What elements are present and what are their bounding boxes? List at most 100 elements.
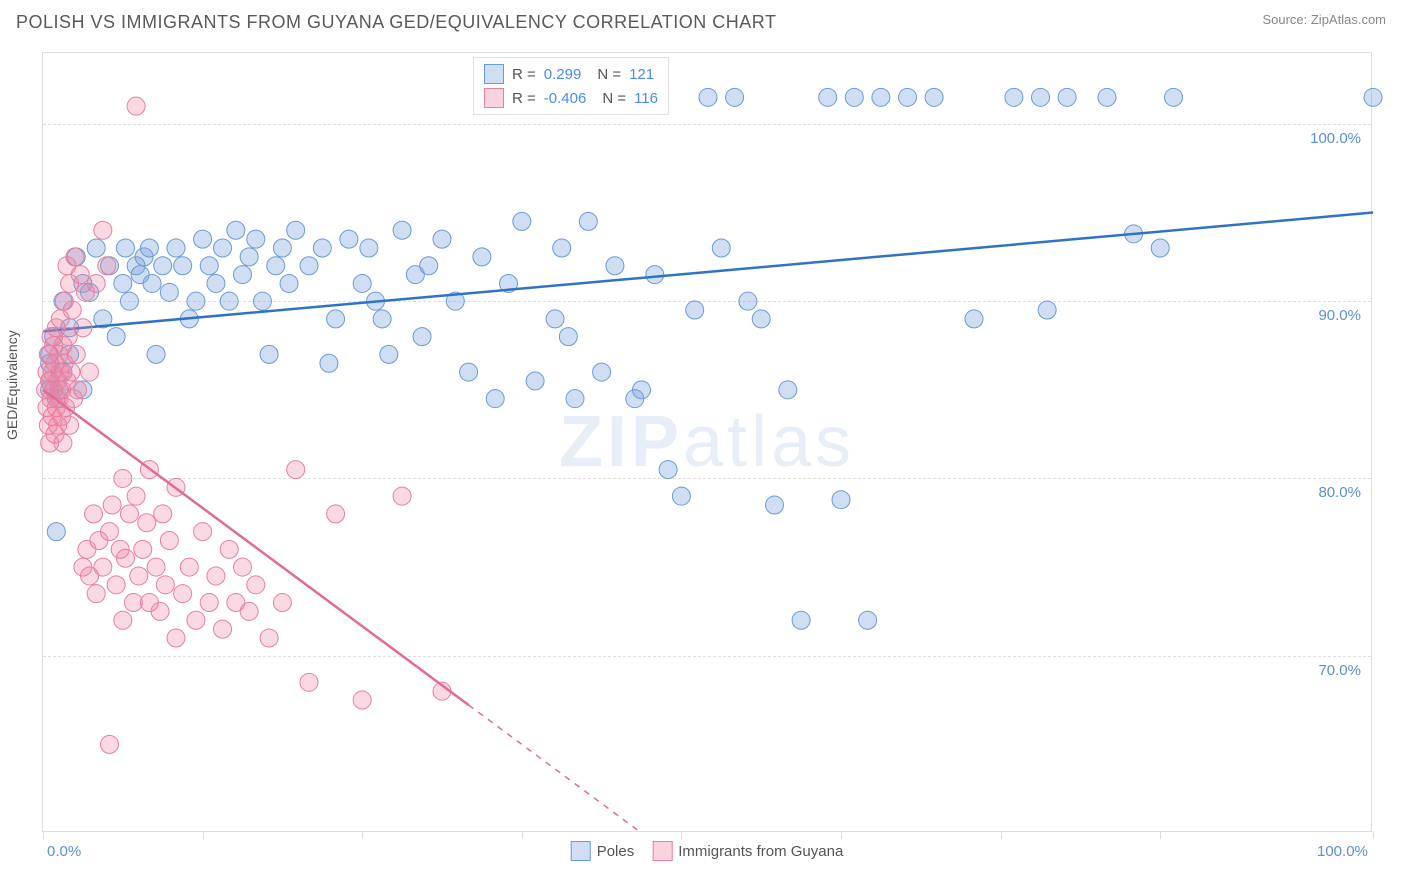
data-point-guyana: [353, 691, 371, 709]
data-point-guyana: [194, 523, 212, 541]
data-point-guyana: [103, 496, 121, 514]
data-point-guyana: [124, 594, 142, 612]
data-point-guyana: [114, 469, 132, 487]
data-point-poles: [752, 310, 770, 328]
data-point-poles: [686, 301, 704, 319]
data-point-poles: [87, 239, 105, 257]
data-point-guyana: [273, 594, 291, 612]
data-point-guyana: [138, 514, 156, 532]
data-point-poles: [420, 257, 438, 275]
stats-legend-box: R = 0.299 N = 121 R = -0.406 N = 116: [473, 57, 669, 115]
data-point-guyana: [174, 585, 192, 603]
data-point-poles: [433, 230, 451, 248]
x-tick: [522, 831, 523, 839]
data-point-guyana: [247, 576, 265, 594]
data-point-poles: [546, 310, 564, 328]
data-point-poles: [267, 257, 285, 275]
x-tick: [362, 831, 363, 839]
data-point-guyana: [81, 363, 99, 381]
data-point-guyana: [54, 434, 72, 452]
data-point-poles: [1038, 301, 1056, 319]
x-tick: [841, 831, 842, 839]
data-point-poles: [819, 88, 837, 106]
data-point-guyana: [214, 620, 232, 638]
data-point-guyana: [120, 505, 138, 523]
data-point-poles: [413, 328, 431, 346]
data-point-poles: [872, 88, 890, 106]
data-point-guyana: [180, 558, 198, 576]
data-point-poles: [287, 221, 305, 239]
n-label: N =: [602, 90, 626, 107]
data-point-guyana: [151, 602, 169, 620]
data-point-poles: [553, 239, 571, 257]
data-point-poles: [672, 487, 690, 505]
data-point-poles: [859, 611, 877, 629]
data-point-poles: [116, 239, 134, 257]
data-point-poles: [566, 390, 584, 408]
x-tick-label: 0.0%: [47, 843, 81, 860]
data-point-poles: [280, 274, 298, 292]
data-point-guyana: [154, 505, 172, 523]
data-point-poles: [194, 230, 212, 248]
data-point-guyana: [94, 221, 112, 239]
data-point-poles: [460, 363, 478, 381]
x-tick: [203, 831, 204, 839]
legend-label-poles: Poles: [597, 843, 635, 860]
swatch-blue-icon: [484, 64, 504, 84]
data-point-poles: [253, 292, 271, 310]
data-point-poles: [659, 461, 677, 479]
data-point-guyana: [71, 266, 89, 284]
data-point-poles: [313, 239, 331, 257]
data-point-guyana: [287, 461, 305, 479]
data-point-guyana: [260, 629, 278, 647]
data-point-poles: [899, 88, 917, 106]
data-point-guyana: [207, 567, 225, 585]
data-point-poles: [739, 292, 757, 310]
data-point-guyana: [61, 416, 79, 434]
data-point-poles: [227, 221, 245, 239]
r-value-blue: 0.299: [544, 66, 582, 83]
data-point-poles: [220, 292, 238, 310]
data-point-poles: [579, 212, 597, 230]
data-point-guyana: [67, 345, 85, 363]
data-point-poles: [832, 491, 850, 509]
data-point-guyana: [94, 558, 112, 576]
legend-item-poles: Poles: [571, 841, 635, 861]
data-point-poles: [207, 274, 225, 292]
data-point-poles: [140, 239, 158, 257]
data-point-guyana: [130, 567, 148, 585]
data-point-guyana: [114, 611, 132, 629]
data-point-guyana: [66, 248, 84, 266]
data-point-poles: [1005, 88, 1023, 106]
data-point-poles: [779, 381, 797, 399]
data-point-guyana: [101, 523, 119, 541]
data-point-poles: [200, 257, 218, 275]
data-point-poles: [1364, 88, 1382, 106]
data-point-poles: [240, 248, 258, 266]
n-label: N =: [597, 66, 621, 83]
data-point-guyana: [116, 549, 134, 567]
data-point-poles: [320, 354, 338, 372]
n-value-blue: 121: [629, 66, 654, 83]
data-point-poles: [633, 381, 651, 399]
swatch-pink-icon: [652, 841, 672, 861]
data-point-poles: [273, 239, 291, 257]
chart-plot-area: ZIPatlas 70.0%80.0%90.0%100.0% 0.0%100.0…: [42, 52, 1372, 832]
stats-row-pink: R = -0.406 N = 116: [484, 86, 658, 110]
data-point-poles: [260, 345, 278, 363]
regression-line-guyana: [43, 390, 469, 705]
bottom-legend: Poles Immigrants from Guyana: [571, 841, 844, 861]
data-point-guyana: [87, 585, 105, 603]
data-point-poles: [559, 328, 577, 346]
data-point-poles: [766, 496, 784, 514]
data-point-poles: [1165, 88, 1183, 106]
data-point-poles: [160, 283, 178, 301]
data-point-poles: [214, 239, 232, 257]
data-point-guyana: [101, 735, 119, 753]
x-tick: [1373, 831, 1374, 839]
scatter-plot-svg: [43, 53, 1371, 831]
data-point-poles: [353, 274, 371, 292]
data-point-poles: [513, 212, 531, 230]
data-point-poles: [792, 611, 810, 629]
data-point-poles: [393, 221, 411, 239]
